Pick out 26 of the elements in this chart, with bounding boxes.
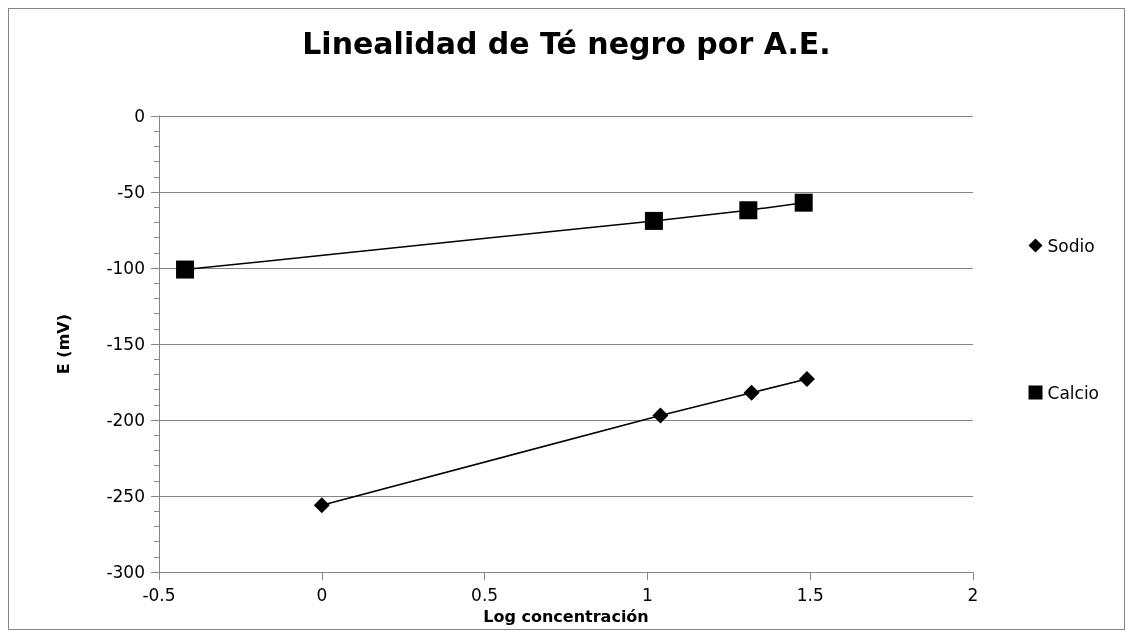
y-axis-title: E (mV) bbox=[53, 313, 73, 375]
y-tick-label: -300 bbox=[106, 562, 145, 583]
y-tick-label: 0 bbox=[134, 106, 145, 126]
point bbox=[739, 201, 758, 220]
x-tick-label: 0.5 bbox=[471, 584, 499, 605]
x-tick-label: -0.5 bbox=[142, 584, 176, 605]
point bbox=[313, 497, 330, 514]
legend-label: Calcio bbox=[1047, 382, 1099, 403]
point bbox=[794, 193, 813, 212]
point bbox=[644, 211, 663, 230]
point bbox=[743, 384, 760, 401]
x-axis-title: Log concentración bbox=[483, 606, 649, 626]
legend-label: Sodio bbox=[1047, 235, 1095, 256]
y-tick-label: -150 bbox=[106, 334, 145, 355]
point bbox=[176, 260, 195, 279]
y-tick-label: -50 bbox=[117, 182, 145, 203]
x-tick-label: 2 bbox=[967, 584, 979, 605]
point bbox=[798, 371, 815, 388]
x-tick-label: 0 bbox=[316, 584, 328, 605]
y-tick-label: -250 bbox=[106, 486, 145, 507]
x-tick-label: 1.5 bbox=[796, 584, 824, 605]
y-tick-label: -100 bbox=[106, 258, 145, 279]
x-tick-label: 1 bbox=[641, 584, 653, 605]
point bbox=[652, 407, 669, 424]
y-tick-label: -200 bbox=[106, 410, 145, 431]
chart-title: Linealidad de Té negro por A.E. bbox=[302, 25, 831, 61]
